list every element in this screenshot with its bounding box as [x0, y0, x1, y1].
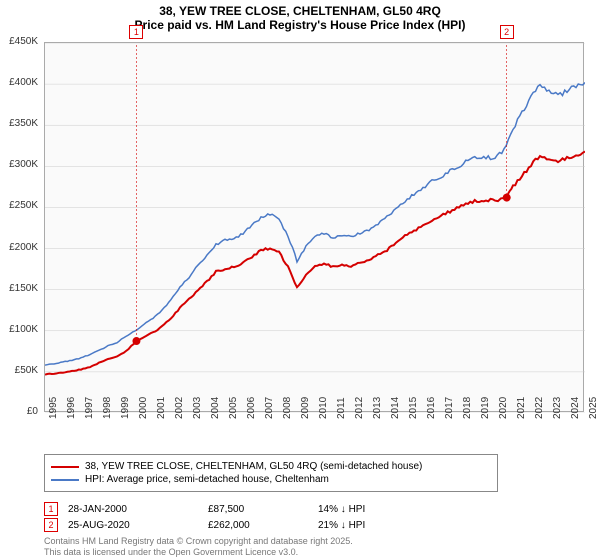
transaction-delta: 14% ↓ HPI — [318, 504, 438, 515]
legend-item: HPI: Average price, semi-detached house,… — [51, 474, 491, 485]
price-marker-dot — [132, 337, 140, 345]
legend-swatch — [51, 466, 79, 468]
transaction-price: £262,000 — [208, 520, 318, 531]
footer-line-1: Contains HM Land Registry data © Crown c… — [44, 536, 353, 547]
plot-svg — [45, 43, 585, 413]
price-marker-box: 2 — [500, 25, 514, 39]
price-marker-dot — [503, 194, 511, 202]
footer-attribution: Contains HM Land Registry data © Crown c… — [44, 536, 353, 558]
legend-label: 38, YEW TREE CLOSE, CHELTENHAM, GL50 4RQ… — [85, 461, 422, 472]
transaction-date: 25-AUG-2020 — [68, 520, 208, 531]
chart-container: 38, YEW TREE CLOSE, CHELTENHAM, GL50 4RQ… — [0, 0, 600, 560]
transaction-marker-icon: 2 — [44, 518, 58, 532]
transaction-delta: 21% ↓ HPI — [318, 520, 438, 531]
y-tick-label: £100K — [0, 324, 42, 335]
y-tick-label: £300K — [0, 159, 42, 170]
legend-label: HPI: Average price, semi-detached house,… — [85, 474, 329, 485]
y-tick-label: £50K — [0, 365, 42, 376]
y-tick-label: £400K — [0, 77, 42, 88]
transaction-marker-icon: 1 — [44, 502, 58, 516]
x-tick-label: 2025 — [588, 397, 600, 419]
transaction-date: 28-JAN-2000 — [68, 504, 208, 515]
legend-swatch — [51, 479, 79, 481]
y-tick-label: £200K — [0, 242, 42, 253]
title-line-1: 38, YEW TREE CLOSE, CHELTENHAM, GL50 4RQ — [0, 4, 600, 18]
legend: 38, YEW TREE CLOSE, CHELTENHAM, GL50 4RQ… — [44, 454, 498, 492]
y-tick-label: £350K — [0, 118, 42, 129]
y-tick-label: £450K — [0, 36, 42, 47]
y-tick-label: £250K — [0, 200, 42, 211]
y-tick-label: £150K — [0, 283, 42, 294]
transaction-row: 1 28-JAN-2000 £87,500 14% ↓ HPI — [44, 502, 584, 516]
price-marker-box: 1 — [129, 25, 143, 39]
plot-area: 12 1995199619971998199920002001200220032… — [44, 42, 584, 412]
footer-line-2: This data is licensed under the Open Gov… — [44, 547, 353, 558]
series-hpi — [45, 82, 585, 365]
transaction-row: 2 25-AUG-2020 £262,000 21% ↓ HPI — [44, 518, 584, 532]
series-price_paid — [45, 152, 585, 375]
transactions-table: 1 28-JAN-2000 £87,500 14% ↓ HPI 2 25-AUG… — [44, 500, 584, 534]
transaction-price: £87,500 — [208, 504, 318, 515]
y-tick-label: £0 — [0, 406, 42, 417]
legend-item: 38, YEW TREE CLOSE, CHELTENHAM, GL50 4RQ… — [51, 461, 491, 472]
